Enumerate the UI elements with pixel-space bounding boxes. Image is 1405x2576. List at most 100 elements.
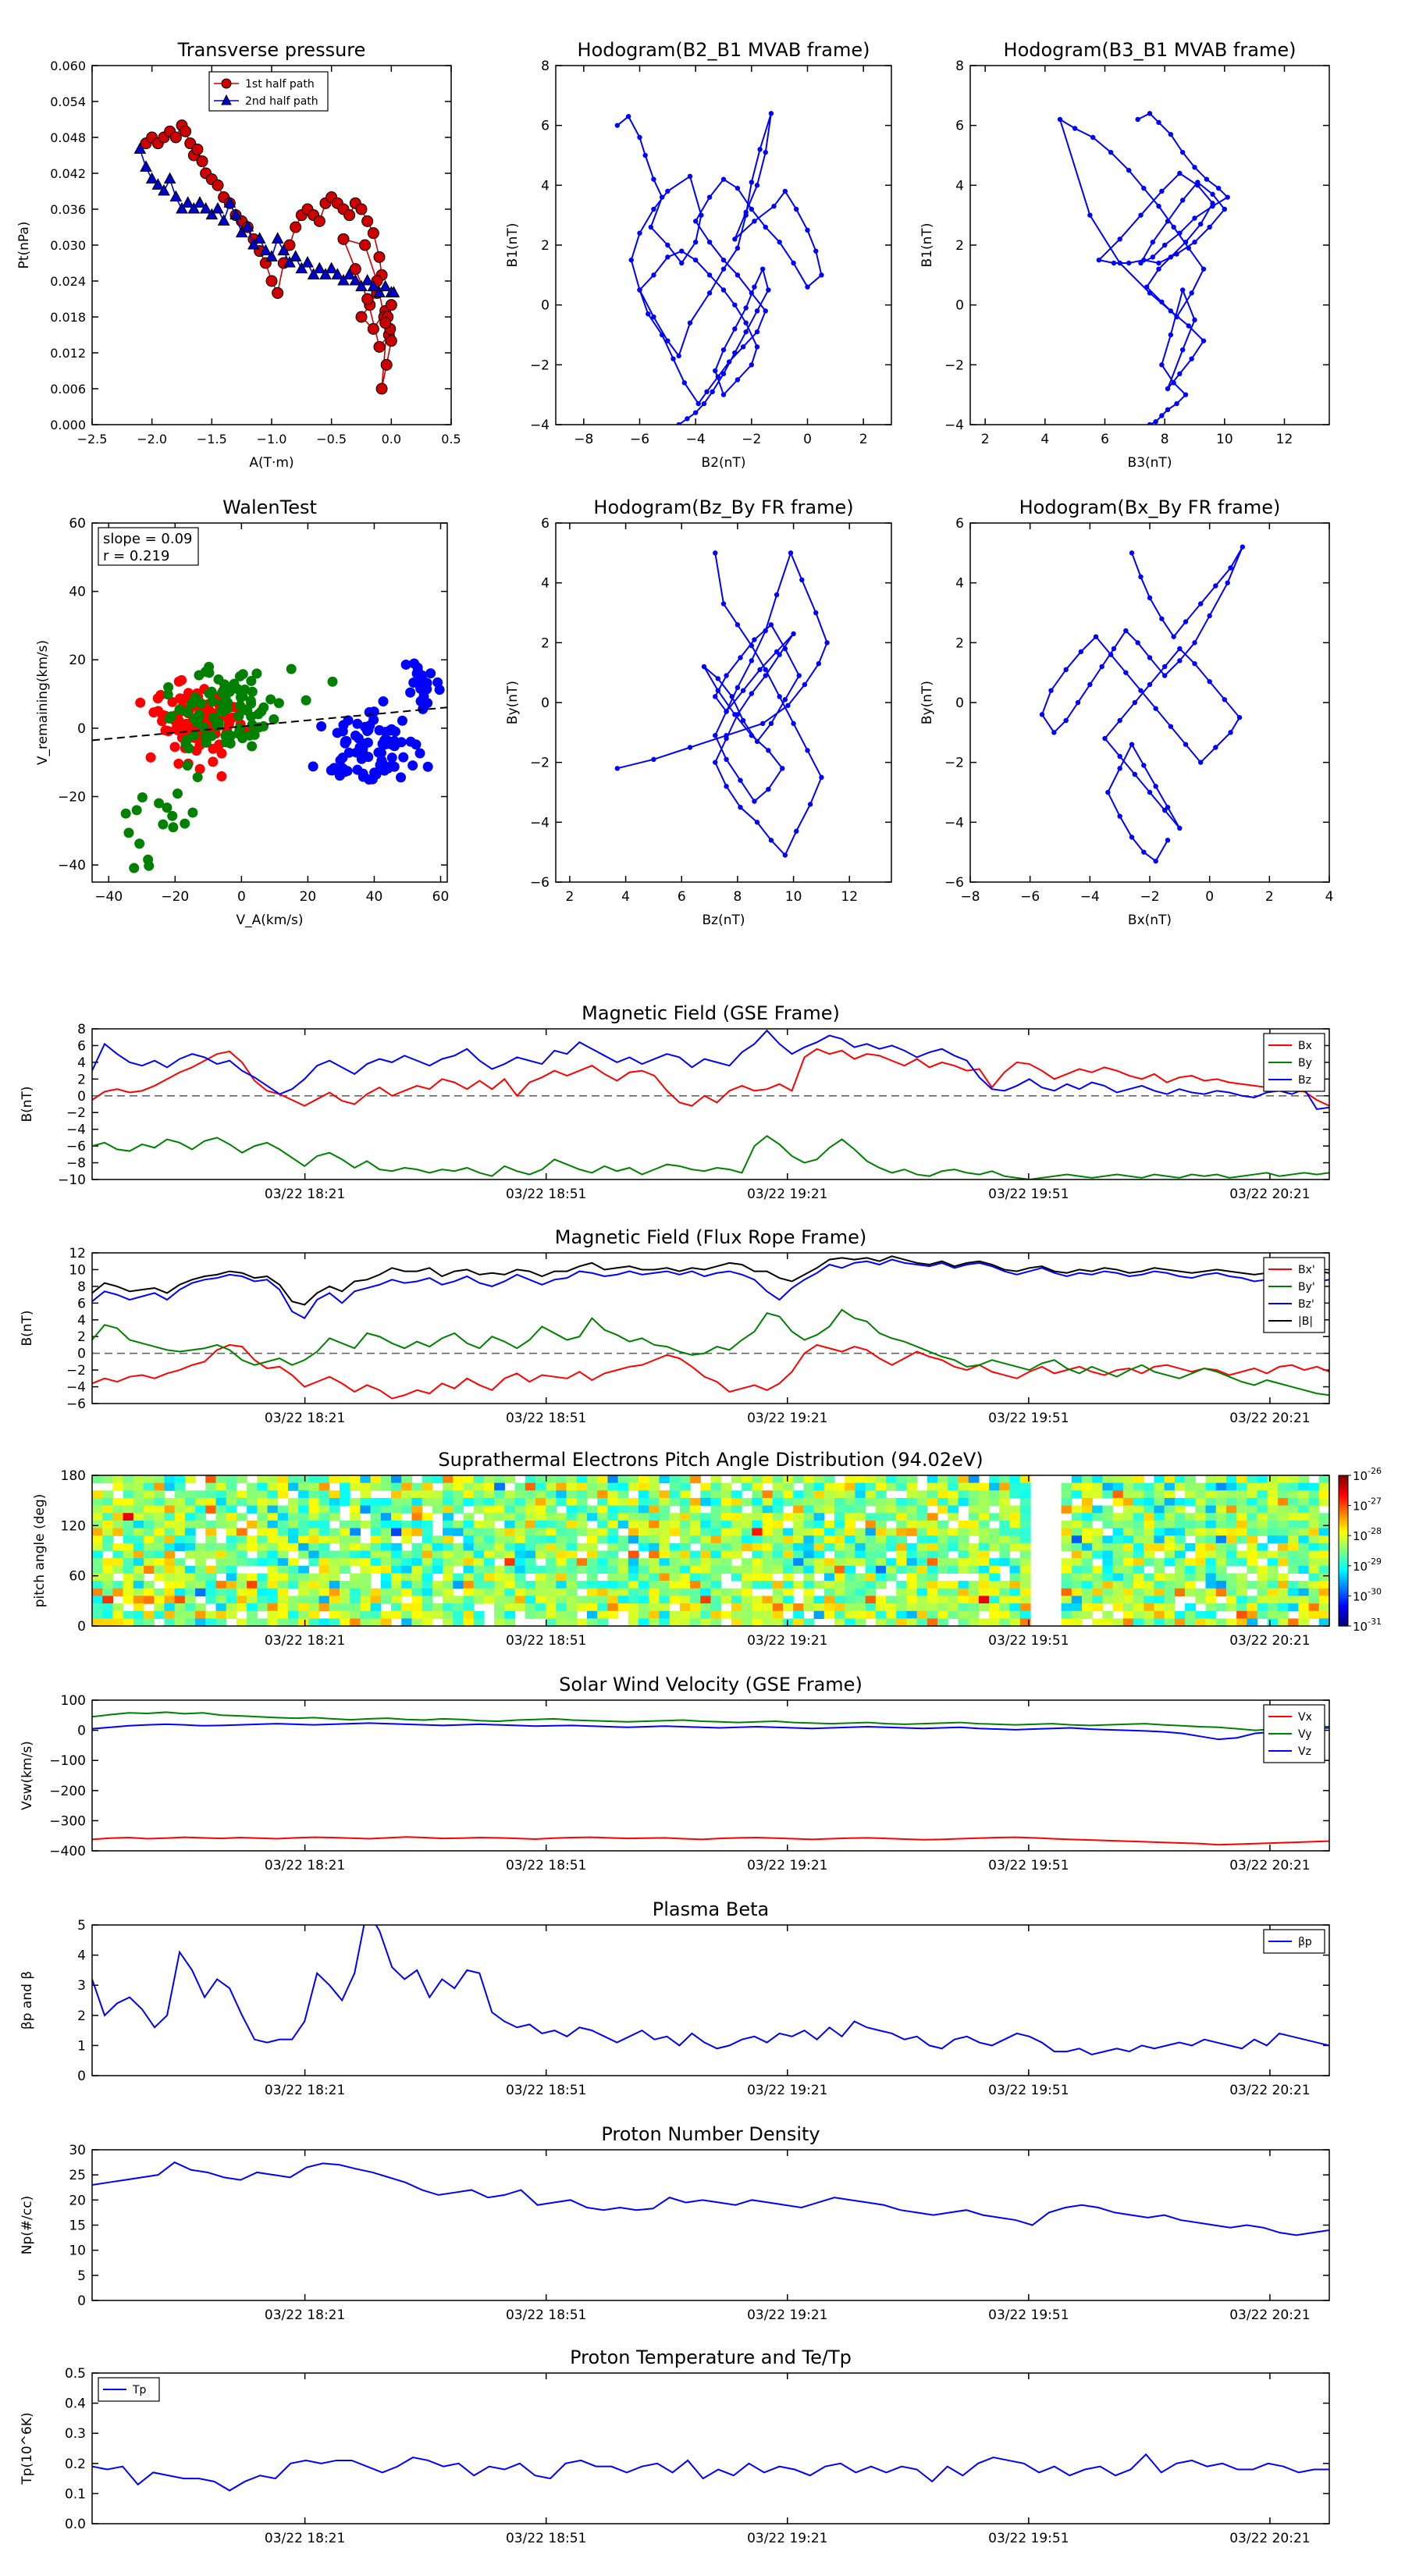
heatmap-cell	[906, 1528, 918, 1536]
heatmap-cell	[1009, 1542, 1021, 1552]
heatmap-cell	[1071, 1542, 1083, 1552]
heatmap-cell	[638, 1573, 649, 1582]
heatmap-cell	[195, 1520, 206, 1529]
heatmap-cell	[298, 1535, 309, 1544]
heatmap-cell	[277, 1558, 289, 1567]
heatmap-cell	[215, 1542, 227, 1552]
data-point	[375, 748, 386, 759]
data-point	[1117, 237, 1122, 242]
heatmap-cell	[443, 1505, 454, 1514]
heatmap-cell	[247, 1610, 258, 1619]
heatmap-cell	[1298, 1535, 1310, 1544]
heatmap-cell	[473, 1558, 485, 1567]
heatmap-cell	[1174, 1513, 1186, 1521]
heatmap-cell	[875, 1573, 887, 1582]
heatmap-cell	[257, 1535, 269, 1544]
heatmap-cell	[195, 1573, 206, 1582]
heatmap-cell	[1009, 1513, 1021, 1521]
data-point	[754, 820, 760, 825]
heatmap-cell	[154, 1482, 165, 1491]
y-tick-label: 1	[77, 2038, 86, 2054]
heatmap-cell	[782, 1550, 794, 1559]
y-tick-label: 0.006	[50, 382, 86, 397]
data-point	[1111, 646, 1117, 652]
heatmap-cell	[257, 1482, 269, 1491]
data-point	[174, 704, 185, 715]
heatmap-cell	[566, 1558, 578, 1567]
heatmap-cell	[865, 1596, 877, 1604]
heatmap-cell	[391, 1490, 402, 1499]
heatmap-cell	[473, 1497, 485, 1507]
heatmap-cell	[391, 1550, 402, 1559]
heatmap-cell	[700, 1550, 712, 1559]
heatmap-cell	[679, 1520, 691, 1529]
data-point	[1179, 197, 1186, 203]
heatmap-cell	[896, 1588, 908, 1596]
heatmap-cell	[1061, 1565, 1072, 1574]
heatmap-cell	[226, 1528, 237, 1536]
heatmap-cell	[1102, 1542, 1114, 1552]
y-tick-label: −2	[944, 756, 964, 771]
heatmap-cell	[556, 1528, 567, 1536]
heatmap-cell	[1019, 1513, 1031, 1521]
heatmap-cell	[1298, 1603, 1310, 1612]
heatmap-cell	[1185, 1618, 1196, 1627]
y-tick-label: 5	[77, 1918, 86, 1934]
heatmap-cell	[1247, 1482, 1258, 1491]
heatmap-cell	[1185, 1581, 1196, 1589]
heatmap-cell	[628, 1482, 639, 1491]
heatmap-cell	[669, 1490, 681, 1499]
heatmap-cell	[1185, 1482, 1196, 1491]
heatmap-cell	[1154, 1565, 1165, 1574]
heatmap-cell	[298, 1520, 309, 1529]
data-point	[1168, 724, 1174, 729]
data-point	[1126, 260, 1132, 266]
heatmap-cell	[1019, 1588, 1031, 1596]
heatmap-cell	[102, 1542, 114, 1552]
heatmap-cell	[834, 1482, 845, 1491]
heatmap-cell	[318, 1588, 330, 1596]
data-point	[194, 763, 205, 774]
data-point	[247, 237, 260, 250]
heatmap-cell	[1082, 1558, 1093, 1567]
data-point	[145, 172, 158, 184]
heatmap-cell	[720, 1558, 732, 1567]
y-tick-label: 0	[955, 298, 964, 314]
heatmap-cell	[298, 1505, 309, 1514]
heatmap-cell	[277, 1581, 289, 1589]
heatmap-cell	[1288, 1482, 1299, 1491]
heatmap-cell	[504, 1565, 516, 1574]
heatmap-cell	[669, 1520, 681, 1529]
heatmap-cell	[546, 1490, 557, 1499]
heatmap-cell	[1174, 1581, 1186, 1589]
data-point	[1210, 201, 1215, 206]
x-tick-label: 20	[300, 889, 317, 905]
y-tick-label: 10	[69, 1262, 86, 1278]
heatmap-cell	[112, 1497, 124, 1507]
heatmap-cell	[1082, 1475, 1093, 1484]
heatmap-cell	[916, 1490, 928, 1499]
heatmap-cell	[1215, 1490, 1227, 1499]
heatmap-cell	[102, 1528, 114, 1536]
heatmap-cell	[1133, 1490, 1144, 1499]
heatmap-cell	[525, 1513, 536, 1521]
heatmap-cell	[1318, 1475, 1330, 1484]
data-point	[340, 764, 350, 775]
heatmap-cell	[1133, 1513, 1144, 1521]
data-point	[793, 206, 799, 212]
heatmap-cell	[525, 1490, 536, 1499]
heatmap-cell	[607, 1528, 619, 1536]
heatmap-cell	[916, 1528, 928, 1536]
heatmap-cell	[483, 1565, 495, 1574]
heatmap-cell	[1247, 1542, 1258, 1552]
data-point	[325, 765, 336, 776]
heatmap-cell	[226, 1581, 237, 1589]
heatmap-cell	[576, 1520, 588, 1529]
heatmap-cell	[1164, 1535, 1176, 1544]
heatmap-cell	[184, 1550, 196, 1559]
heatmap-cell	[1257, 1588, 1268, 1596]
heatmap-cell	[782, 1535, 794, 1544]
heatmap-cell	[298, 1528, 309, 1536]
heatmap-cell	[318, 1535, 330, 1544]
data-point	[1141, 763, 1147, 768]
